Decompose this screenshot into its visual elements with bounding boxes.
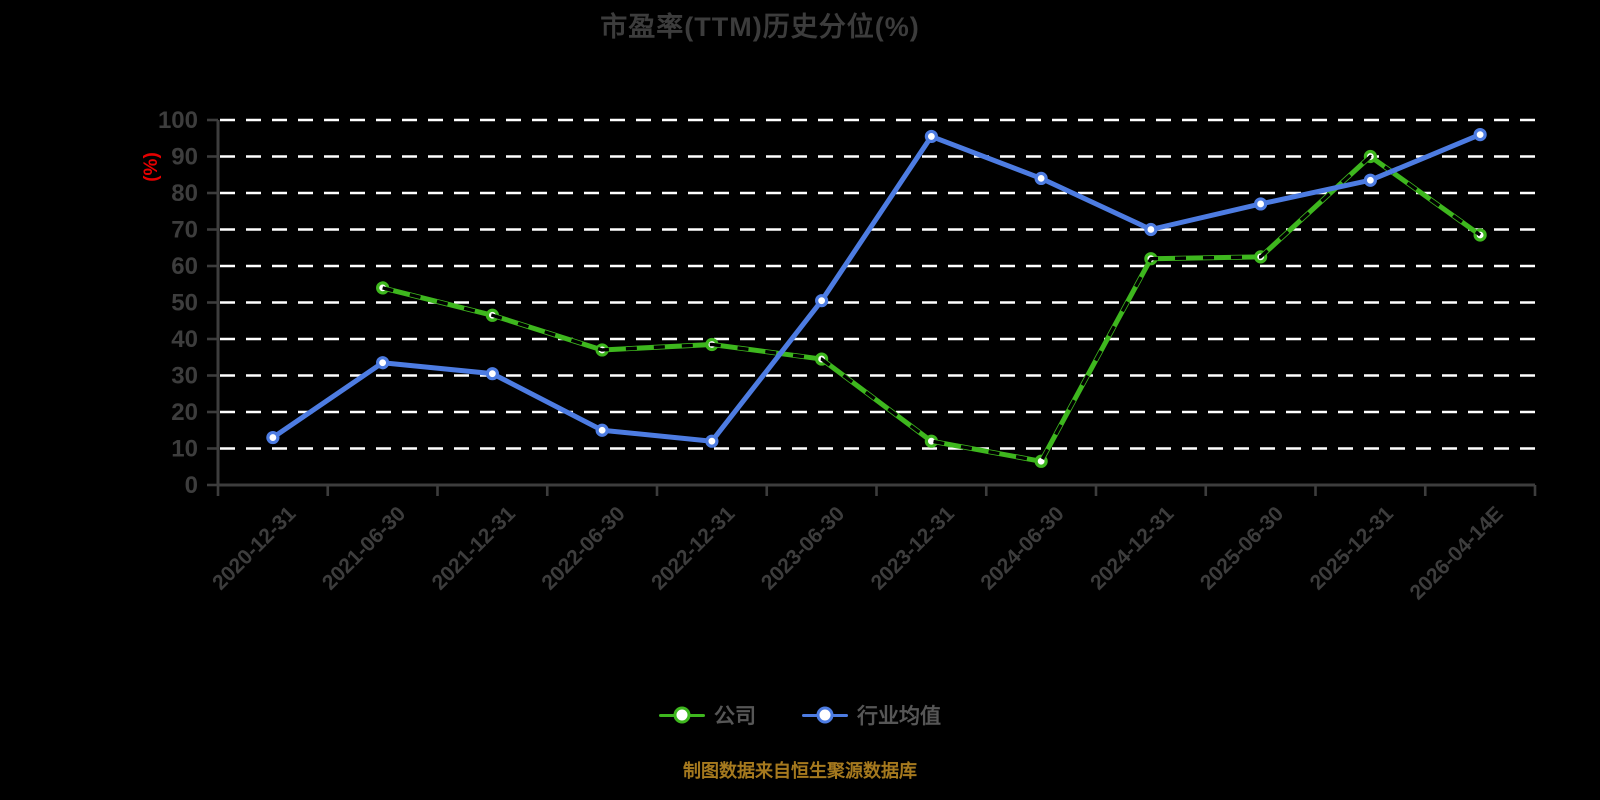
legend-label: 公司: [714, 705, 756, 728]
y-axis-label: 80: [171, 180, 198, 207]
legend-item-industry-average[interactable]: 行业均值: [802, 700, 941, 730]
y-axis-label: 10: [171, 436, 198, 463]
data-point-industry-average[interactable]: [376, 356, 390, 370]
legend-item-company[interactable]: 公司: [659, 700, 756, 730]
legend: 公司 行业均值: [0, 700, 1600, 730]
x-axis-label: 2025-06-30: [1196, 502, 1288, 594]
legend-marker-icon: [802, 706, 848, 724]
y-axis-label: 50: [171, 290, 198, 317]
data-point-industry-average[interactable]: [1363, 173, 1377, 187]
x-axis-label: 2021-12-31: [428, 502, 520, 594]
y-axis-label: 40: [171, 326, 198, 353]
data-point-industry-average[interactable]: [595, 423, 609, 437]
data-point-industry-average[interactable]: [485, 367, 499, 381]
data-point-industry-average[interactable]: [1144, 222, 1158, 237]
data-point-industry-average[interactable]: [815, 294, 829, 308]
chart-title: 市盈率(TTM)历史分位(%): [600, 12, 920, 42]
y-axis-label: 100: [158, 107, 198, 134]
y-axis-label: 0: [185, 472, 198, 499]
y-axis-label: 90: [171, 144, 198, 171]
x-axis-label: 2024-06-30: [976, 502, 1068, 594]
x-axis-label: 2025-12-31: [1306, 502, 1398, 594]
x-axis-label: 2023-12-31: [867, 502, 959, 594]
data-point-industry-average[interactable]: [1473, 128, 1487, 142]
data-point-industry-average[interactable]: [1254, 197, 1268, 211]
x-axis-label: 2023-06-30: [757, 502, 849, 594]
x-axis-label: 2020-12-31: [208, 502, 300, 594]
y-axis-label: 70: [171, 217, 198, 244]
series-line-company: [380, 154, 1483, 464]
data-point-industry-average[interactable]: [266, 430, 280, 445]
data-point-industry-average[interactable]: [1034, 171, 1048, 185]
x-axis-label: 2022-06-30: [537, 502, 629, 594]
data-source-note: 制图数据来自恒生聚源数据库: [683, 761, 917, 781]
data-point-industry-average[interactable]: [924, 129, 938, 144]
legend-marker-icon: [659, 706, 705, 724]
x-axis-label: 2022-12-31: [647, 502, 739, 594]
y-axis-label: 20: [171, 399, 198, 426]
y-axis-label: 60: [171, 253, 198, 280]
x-axis-label: 2026-04-14E: [1406, 502, 1508, 604]
data-point-industry-average[interactable]: [705, 434, 719, 448]
y-axis-label: 30: [171, 363, 198, 390]
series-line-industry-average: [270, 132, 1483, 444]
x-axis-label: 2021-06-30: [318, 502, 410, 594]
plot-area: 0 10 20 30 40 50 60 70 80 90 100 2020-12-31 2021-06-…: [158, 107, 1537, 604]
x-axis-label: 2024-12-31: [1086, 502, 1178, 594]
series-line-company-dash-overlay: [382, 154, 1482, 463]
legend-label: 行业均值: [857, 705, 941, 728]
